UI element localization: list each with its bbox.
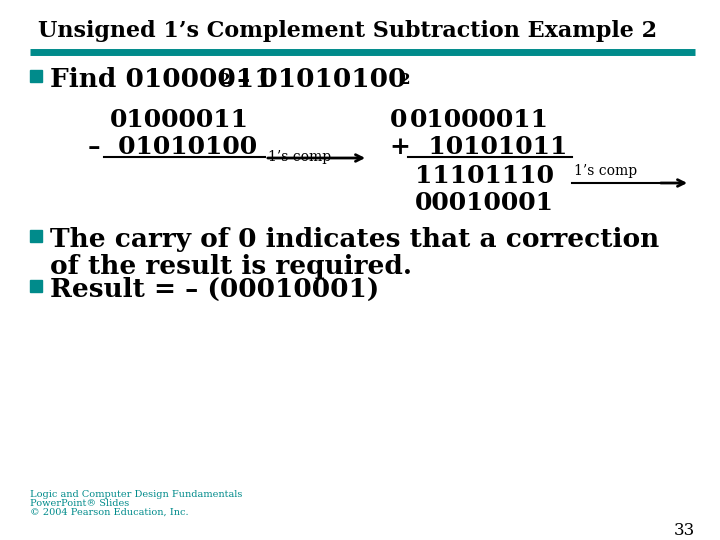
Text: +  10101011: + 10101011 (390, 135, 567, 159)
Bar (30, 230, 42, 242)
Text: © 2004 Pearson Education, Inc.: © 2004 Pearson Education, Inc. (30, 508, 189, 517)
Text: 2: 2 (400, 73, 410, 87)
Bar (30, 70, 42, 82)
Text: Result = – (00010001): Result = – (00010001) (50, 277, 379, 302)
Text: – 01010100: – 01010100 (228, 67, 406, 92)
Text: –  01010100: – 01010100 (88, 135, 257, 159)
Text: of the result is required.: of the result is required. (50, 254, 412, 279)
Text: 1’s comp: 1’s comp (268, 150, 331, 164)
Text: 0: 0 (390, 108, 408, 132)
Text: 1’s comp: 1’s comp (574, 164, 637, 178)
Bar (30, 280, 42, 292)
Text: 01000011: 01000011 (410, 108, 549, 132)
Text: PowerPoint® Slides: PowerPoint® Slides (30, 499, 130, 508)
Text: Unsigned 1’s Complement Subtraction Example 2: Unsigned 1’s Complement Subtraction Exam… (38, 20, 657, 42)
Text: 11101110: 11101110 (415, 164, 554, 188)
Text: Find 01000011: Find 01000011 (50, 67, 272, 92)
Text: 00010001: 00010001 (415, 191, 554, 215)
Text: 01000011: 01000011 (110, 108, 249, 132)
Text: 33: 33 (674, 522, 695, 539)
Text: Logic and Computer Design Fundamentals: Logic and Computer Design Fundamentals (30, 490, 243, 499)
Text: 2: 2 (220, 73, 230, 87)
Text: The carry of 0 indicates that a correction: The carry of 0 indicates that a correcti… (50, 227, 660, 252)
